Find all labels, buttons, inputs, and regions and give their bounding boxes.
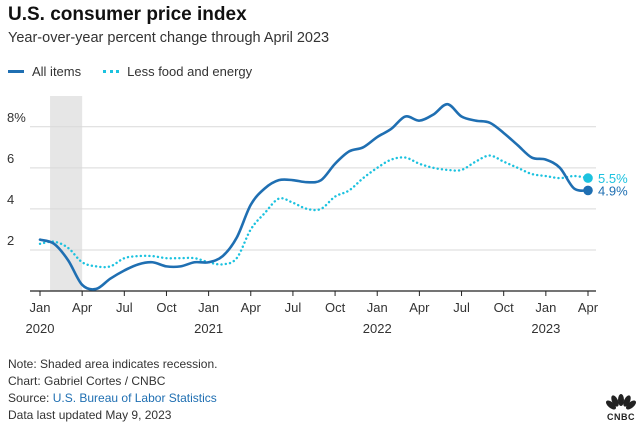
peacock-logo-icon [606, 394, 636, 410]
cnbc-logo: CNBC [604, 392, 638, 422]
series-line-all-items [38, 102, 590, 291]
footer-updated: Data last updated May 9, 2023 [8, 408, 172, 422]
footer-credit: Chart: Gabriel Cortes / CNBC [8, 374, 166, 388]
x-year-label: 2022 [363, 321, 392, 336]
logo-text: CNBC [607, 412, 635, 422]
x-tick-label: Jan [198, 300, 219, 315]
chart-title: U.S. consumer price index [8, 4, 247, 25]
x-year-label: 2020 [26, 321, 55, 336]
series-line-core [38, 154, 590, 269]
legend: All items Less food and energy [8, 64, 274, 79]
end-point-all-items [583, 185, 593, 196]
x-tick-label: Jul [285, 300, 302, 315]
x-tick-label: Jan [30, 300, 51, 315]
footer-note: Note: Shaded area indicates recession. [8, 357, 218, 371]
end-label-core: 5.5% [598, 171, 628, 186]
legend-label-all-items: All items [32, 64, 82, 79]
recession-shade [50, 96, 83, 291]
source-link[interactable]: U.S. Bureau of Labor Statistics [52, 391, 217, 405]
x-tick-label: Oct [494, 300, 515, 315]
x-year-label: 2021 [194, 321, 223, 336]
y-tick-label: 2 [7, 233, 14, 248]
legend-item-all-items: All items [8, 64, 81, 79]
end-point-core [583, 173, 593, 183]
chart-subtitle: Year-over-year percent change through Ap… [8, 30, 330, 46]
y-tick-label: 8% [7, 110, 26, 125]
x-tick-label: Apr [409, 300, 430, 315]
x-tick-label: Oct [156, 300, 177, 315]
footer: Note: Shaded area indicates recession. C… [8, 356, 217, 424]
x-tick-label: Oct [325, 300, 346, 315]
x-tick-label: Jan [535, 300, 556, 315]
footer-source: Source: U.S. Bureau of Labor Statistics [8, 390, 217, 407]
legend-label-core: Less food and energy [127, 64, 253, 79]
x-tick-label: Jan [367, 300, 388, 315]
x-tick-label: Apr [72, 300, 93, 315]
x-tick-label: Jul [116, 300, 133, 315]
y-tick-label: 4 [7, 192, 14, 207]
footer-source-prefix: Source: [8, 391, 53, 405]
y-tick-label: 6 [7, 151, 14, 166]
legend-item-core: Less food and energy [103, 64, 252, 79]
x-tick-label: Jul [453, 300, 470, 315]
x-year-label: 2023 [531, 321, 560, 336]
end-label-all-items: 4.9% [598, 183, 628, 198]
x-tick-label: Apr [241, 300, 262, 315]
legend-swatch-dotted [103, 70, 120, 73]
legend-swatch-solid [8, 70, 24, 73]
x-tick-label: Apr [578, 300, 599, 315]
